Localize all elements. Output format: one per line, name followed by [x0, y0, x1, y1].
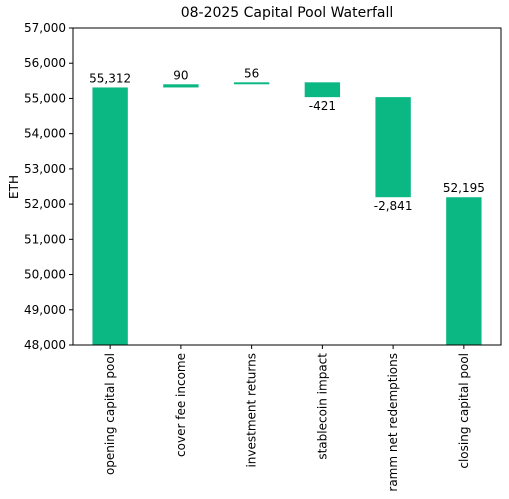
x-tick-label: closing capital pool [457, 353, 471, 469]
bar [163, 84, 199, 88]
y-axis-label: ETH [7, 175, 21, 199]
value-label: 56 [244, 66, 259, 80]
value-label: 90 [173, 68, 188, 82]
y-tick-label: 51,000 [24, 232, 66, 246]
x-tick-label: opening capital pool [103, 353, 117, 475]
chart-title: 08-2025 Capital Pool Waterfall [181, 5, 394, 21]
y-tick-label: 53,000 [24, 162, 66, 176]
bar [304, 82, 341, 98]
x-tick-label: investment returns [245, 353, 259, 468]
y-tick-label: 50,000 [24, 268, 66, 282]
y-tick-label: 54,000 [24, 127, 66, 141]
value-label: 55,312 [89, 71, 131, 85]
plot-frame [72, 27, 502, 346]
y-tick-label: 57,000 [24, 21, 66, 35]
y-tick-label: 55,000 [24, 91, 66, 105]
bar [233, 82, 270, 85]
bar [92, 87, 128, 345]
value-label: 52,195 [443, 181, 485, 195]
value-label: -2,841 [374, 199, 413, 213]
x-tick-label: stablecoin impact [315, 353, 329, 460]
y-tick-label: 52,000 [24, 197, 66, 211]
y-tick-label: 48,000 [24, 338, 66, 352]
y-tick-label: 49,000 [24, 303, 66, 317]
value-label: -421 [309, 99, 336, 113]
x-tick-label: cover fee income [174, 353, 188, 457]
bar [446, 197, 482, 345]
bar [375, 97, 411, 198]
y-tick-label: 56,000 [24, 56, 66, 70]
x-tick-label: ramm net redemptions [386, 353, 400, 492]
